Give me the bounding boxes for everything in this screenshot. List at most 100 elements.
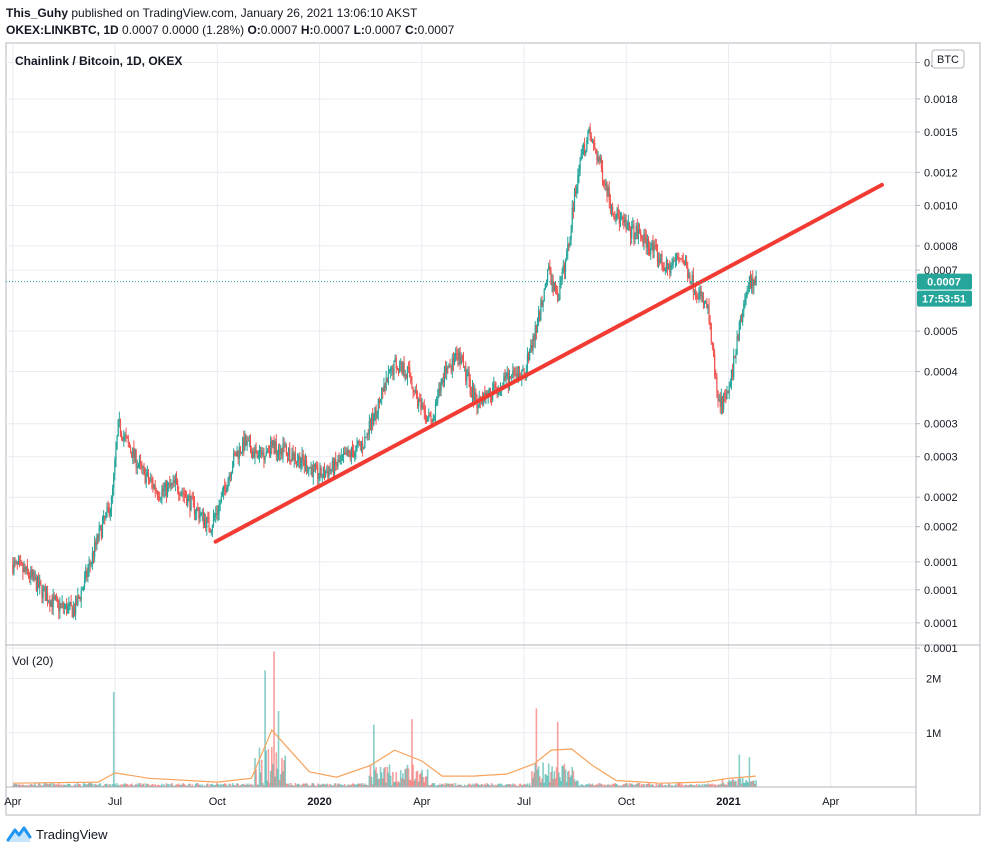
candle-body <box>180 493 182 496</box>
volume-axis[interactable]: 2M 1M <box>926 674 941 740</box>
volume-bar <box>553 771 556 787</box>
candle-body <box>54 597 57 599</box>
tradingview-footer[interactable]: TradingView <box>6 823 108 845</box>
volume-bar <box>444 783 447 787</box>
time-axis[interactable]: Apr Jul Oct 2020 Apr Jul Oct 2021 Apr <box>4 796 839 808</box>
volume-bar <box>17 784 20 787</box>
volume-bar <box>268 782 271 787</box>
candle-body <box>240 451 243 453</box>
price-tick-label: 0.0002 <box>924 522 958 534</box>
volume-bar <box>44 783 47 787</box>
volume-bar <box>570 775 572 787</box>
volume-bar <box>42 785 44 787</box>
candle-body <box>143 466 145 469</box>
volume-bar <box>232 784 235 787</box>
candle-body <box>123 436 125 441</box>
volume-bar <box>263 785 265 787</box>
volume-bar <box>739 778 742 787</box>
volume-bar <box>93 783 96 787</box>
trendline[interactable] <box>213 182 884 544</box>
candle-body <box>642 238 644 243</box>
candle-body <box>231 466 234 473</box>
candle-body <box>12 564 14 573</box>
candle-body <box>144 468 146 483</box>
volume-bar <box>653 785 655 787</box>
price-axis[interactable]: 0.00220.00180.00150.00120.00100.00080.00… <box>916 58 958 656</box>
candle-body <box>446 366 448 373</box>
volume-bar <box>201 784 204 787</box>
volume-bar <box>26 785 29 787</box>
candle-body <box>731 369 734 377</box>
volume-bar <box>620 785 623 787</box>
candle-body <box>271 440 273 446</box>
volume-bar <box>341 784 344 787</box>
candle-body <box>457 353 459 360</box>
candle-body <box>72 608 74 618</box>
candle-body <box>59 604 61 612</box>
volume-bar <box>535 708 538 787</box>
volume-bar <box>360 783 363 787</box>
candle-body <box>751 277 753 289</box>
candle-body <box>405 374 407 379</box>
time-tick-label: Oct <box>618 796 635 808</box>
volume-bar <box>534 763 537 787</box>
volume-bar <box>338 783 340 787</box>
volume-bar <box>447 783 449 787</box>
candle-body <box>193 500 196 515</box>
candle-body <box>27 571 30 576</box>
candle-body <box>23 567 25 573</box>
candle-body <box>662 265 664 268</box>
volume-bar <box>301 784 303 787</box>
time-tick-label: Apr <box>822 796 839 808</box>
volume-bar <box>337 783 339 787</box>
volume-bar <box>116 783 118 787</box>
candle-body <box>534 325 536 341</box>
candle-body <box>29 575 31 578</box>
volume-bar <box>607 784 609 787</box>
currency-label: BTC <box>937 54 959 66</box>
volume-bar <box>531 771 533 787</box>
candle-body <box>92 552 95 558</box>
volume-bar <box>69 784 71 787</box>
volume-bar <box>568 770 570 787</box>
volume-bar <box>143 783 145 787</box>
candle-body <box>429 414 431 416</box>
candle-body <box>199 514 201 519</box>
candle-body <box>712 344 715 354</box>
author-name[interactable]: This_Guhy <box>6 6 69 20</box>
candle-body <box>220 496 222 504</box>
candle-body <box>136 466 138 468</box>
volume-bar <box>314 785 317 787</box>
candle-body <box>441 378 443 384</box>
chart-frame <box>5 42 981 816</box>
candle-body <box>607 187 609 197</box>
candle-body <box>377 399 379 414</box>
volume-bar <box>344 785 347 787</box>
candle-body <box>464 365 466 368</box>
candle-body <box>96 535 98 545</box>
currency-badge[interactable]: BTC <box>931 49 965 69</box>
candle-body <box>443 367 446 383</box>
volume-bar <box>281 757 283 787</box>
volume-bar <box>495 785 497 787</box>
volume-bar <box>438 785 440 787</box>
volume-bar <box>241 784 244 787</box>
volume-bar <box>698 784 700 787</box>
candle-body <box>16 561 18 565</box>
volume-bar <box>41 785 43 787</box>
candle-body <box>151 478 153 482</box>
volume-bar <box>270 747 273 787</box>
candle-body <box>382 388 384 392</box>
candle-series[interactable] <box>12 123 757 621</box>
candle-body <box>296 460 299 462</box>
chart-canvas[interactable]: 0.00220.00180.00150.00120.00100.00080.00… <box>0 0 987 820</box>
candle-body <box>283 443 285 447</box>
volume-bar <box>24 785 26 787</box>
volume-bar <box>237 783 239 787</box>
candle-body <box>363 448 365 450</box>
volume-bar <box>332 785 335 787</box>
candle-body <box>536 321 539 333</box>
candle-body <box>490 396 493 401</box>
volume-bar <box>403 779 405 787</box>
volume-bar <box>392 771 394 787</box>
